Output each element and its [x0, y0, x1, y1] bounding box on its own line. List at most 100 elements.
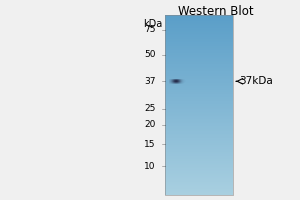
Bar [165, 100, 233, 101]
Bar [165, 189, 233, 190]
Bar [165, 153, 233, 154]
Bar [165, 39, 233, 40]
Bar [165, 150, 233, 151]
Bar [179, 83, 180, 84]
Bar [165, 167, 233, 168]
Bar [165, 135, 233, 136]
Bar [184, 82, 185, 83]
Bar [165, 19, 233, 20]
Text: Western Blot: Western Blot [178, 5, 253, 18]
Bar [181, 82, 182, 83]
Bar [165, 66, 233, 67]
Bar [171, 82, 172, 83]
Bar [165, 188, 233, 189]
Bar [177, 80, 178, 81]
Bar [171, 79, 172, 80]
Bar [173, 79, 174, 80]
Bar [174, 81, 175, 82]
Bar [180, 82, 181, 83]
Bar [184, 79, 185, 80]
Bar [172, 81, 173, 82]
Bar [185, 80, 186, 81]
Bar [182, 82, 183, 83]
Bar [172, 83, 173, 84]
Bar [165, 136, 233, 137]
Bar [165, 123, 233, 124]
Bar [171, 80, 172, 81]
Bar [165, 59, 233, 60]
Bar [174, 79, 175, 80]
Bar [165, 174, 233, 175]
Bar [165, 176, 233, 177]
Bar [165, 36, 233, 37]
Bar [165, 147, 233, 148]
Bar [165, 106, 233, 107]
Bar [182, 81, 183, 82]
Bar [175, 83, 176, 84]
Bar [165, 112, 233, 113]
Bar [165, 78, 233, 79]
Bar [176, 81, 177, 82]
Bar [165, 156, 233, 157]
Bar [172, 79, 173, 80]
Bar [165, 164, 233, 165]
Bar [165, 87, 233, 88]
Text: 37kDa: 37kDa [239, 76, 273, 86]
Bar [165, 146, 233, 147]
Bar [165, 144, 233, 145]
Bar [174, 80, 175, 81]
Bar [165, 53, 233, 54]
Bar [165, 151, 233, 152]
Bar [177, 81, 178, 82]
Bar [169, 83, 170, 84]
Bar [165, 107, 233, 108]
Bar [165, 127, 233, 128]
Bar [171, 83, 172, 84]
Bar [165, 49, 233, 50]
Bar [165, 63, 233, 64]
Bar [165, 173, 233, 174]
Bar [165, 182, 233, 183]
Bar [165, 126, 233, 127]
Bar [165, 186, 233, 187]
Bar [165, 16, 233, 17]
Bar [165, 170, 233, 171]
Bar [180, 80, 181, 81]
Bar [165, 177, 233, 178]
Bar [165, 97, 233, 98]
Bar [165, 129, 233, 130]
Bar [180, 83, 181, 84]
Text: 15: 15 [144, 140, 156, 149]
Bar [173, 83, 174, 84]
Bar [165, 32, 233, 33]
Bar [165, 109, 233, 110]
Bar [165, 65, 233, 66]
Bar [165, 40, 233, 41]
Bar [165, 149, 233, 150]
Bar [165, 98, 233, 99]
Bar [165, 169, 233, 170]
Bar [165, 140, 233, 141]
Bar [165, 124, 233, 125]
Bar [165, 56, 233, 57]
Bar [165, 70, 233, 71]
Bar [178, 82, 179, 83]
Bar [180, 79, 181, 80]
Bar [165, 181, 233, 182]
Bar [165, 48, 233, 49]
Bar [178, 81, 179, 82]
Bar [170, 83, 171, 84]
Bar [165, 15, 233, 16]
Bar [165, 37, 233, 38]
Bar [165, 138, 233, 139]
Bar [172, 80, 173, 81]
Bar [165, 110, 233, 111]
Bar [165, 96, 233, 97]
Bar [165, 121, 233, 122]
Bar [165, 148, 233, 149]
Bar [170, 79, 171, 80]
Bar [176, 82, 177, 83]
Bar [165, 80, 233, 81]
Bar [165, 79, 233, 80]
Bar [165, 91, 233, 92]
